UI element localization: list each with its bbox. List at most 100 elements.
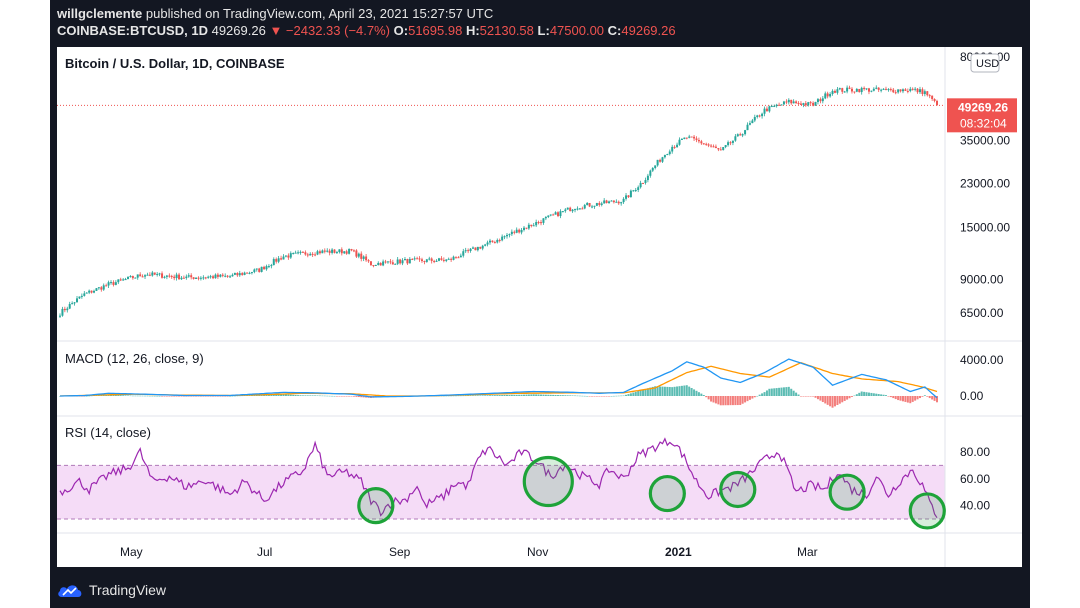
- macd-hist-bar: [620, 395, 623, 397]
- candle-body: [918, 89, 921, 93]
- candle-body: [593, 205, 596, 207]
- candle-body: [107, 282, 110, 286]
- candle-body: [131, 276, 134, 279]
- candle-body: [185, 276, 188, 279]
- open-value: 51695.98: [408, 23, 463, 38]
- candle-body: [168, 275, 171, 277]
- macd-hist-bar: [270, 394, 273, 396]
- candle-body: [464, 250, 467, 252]
- macd-hist-bar: [161, 396, 164, 397]
- macd-hist-bar: [523, 394, 526, 396]
- candle-body: [144, 275, 147, 277]
- candle-body: [933, 99, 936, 101]
- macd-hist-bar: [804, 396, 807, 397]
- price-tick-label: 15000.00: [960, 220, 1010, 234]
- macd-hist-bar: [680, 385, 683, 396]
- candle-body: [695, 138, 698, 140]
- candle-body: [756, 115, 759, 117]
- candle-body: [775, 104, 778, 107]
- macd-hist-bar: [301, 395, 304, 396]
- chart-area[interactable]: Bitcoin / U.S. Dollar, 1D, COINBASE MACD …: [57, 47, 1022, 567]
- candle-body: [348, 249, 351, 254]
- candle-body: [277, 258, 280, 262]
- candle-body: [197, 277, 200, 279]
- candle-body: [515, 229, 518, 233]
- macd-hist-bar: [926, 396, 929, 397]
- candle-body: [787, 99, 790, 103]
- macd-hist-bar: [612, 395, 615, 397]
- candle-body: [603, 200, 606, 204]
- macd-hist-bar: [467, 395, 470, 397]
- macd-hist-bar: [617, 395, 620, 397]
- candle-body: [61, 308, 64, 316]
- candle-body: [882, 88, 885, 90]
- macd-hist-bar: [340, 396, 343, 397]
- candle-body: [697, 139, 700, 142]
- candle-body: [377, 262, 380, 265]
- indicator-lines: [59, 358, 938, 519]
- macd-hist-bar: [457, 395, 460, 397]
- candle-body: [838, 88, 841, 90]
- candle-body: [865, 88, 868, 90]
- macd-hist-bar: [496, 395, 499, 396]
- candle-body: [316, 251, 319, 255]
- macd-hist-bar: [865, 392, 868, 396]
- macd-hist-bar: [355, 396, 358, 397]
- candle-body: [335, 252, 338, 254]
- macd-hist-bar: [814, 396, 817, 398]
- candle-body: [625, 195, 628, 199]
- candle-body: [202, 277, 205, 279]
- candle-body: [911, 88, 914, 90]
- candle-body: [690, 136, 693, 138]
- chart-svg[interactable]: Bitcoin / U.S. Dollar, 1D, COINBASE MACD …: [57, 47, 1022, 567]
- rsi-band: [57, 464, 945, 520]
- candle-body: [367, 260, 370, 262]
- rsi-pane-title: RSI (14, close): [65, 425, 151, 440]
- candle-body: [802, 103, 805, 105]
- macd-hist-bar: [348, 396, 351, 397]
- candle-body: [282, 256, 285, 260]
- macd-hist-bar: [272, 394, 275, 396]
- candle-body: [491, 240, 494, 243]
- macd-hist-bar: [821, 396, 824, 403]
- candle-body: [778, 104, 781, 106]
- candle-body: [916, 88, 919, 93]
- macd-hist-bar: [447, 395, 450, 397]
- candle-body: [659, 159, 662, 162]
- candle-body: [710, 145, 713, 147]
- macd-hist-bar: [204, 396, 207, 397]
- candle-body: [275, 259, 278, 262]
- macd-hist-bar: [277, 394, 280, 396]
- macd-hist-bar: [583, 395, 586, 397]
- macd-hist-bar: [712, 396, 715, 403]
- candle-body: [518, 229, 521, 233]
- candle-body: [591, 206, 594, 208]
- macd-hist-bar: [693, 389, 696, 396]
- candle-body: [350, 249, 353, 251]
- candle-body: [557, 212, 560, 217]
- candle-body: [736, 134, 739, 137]
- macd-tick-label: 0.00: [960, 389, 984, 403]
- candle-body: [887, 89, 890, 91]
- macd-hist-bar: [734, 396, 737, 406]
- candle-body: [258, 268, 261, 272]
- tradingview-cloud-icon: [58, 585, 82, 597]
- footer: TradingView: [57, 578, 166, 602]
- macd-hist-bar: [831, 396, 834, 408]
- candle-body: [559, 211, 562, 217]
- macd-hist-bar: [493, 395, 496, 396]
- macd-hist-bar: [202, 396, 205, 397]
- candle-body: [860, 87, 863, 93]
- candle-body: [391, 262, 394, 265]
- macd-hist-bar: [661, 386, 664, 396]
- candle-body: [523, 227, 526, 230]
- candle-body: [688, 136, 691, 138]
- macd-hist-bar: [207, 396, 210, 397]
- author[interactable]: willgclemente: [57, 6, 143, 21]
- macd-hist-bar: [178, 396, 181, 397]
- candle-body: [452, 256, 455, 260]
- candle-body: [804, 103, 807, 106]
- candle-body: [530, 224, 533, 227]
- candle-body: [816, 99, 819, 102]
- macd-hist-bar: [812, 396, 815, 397]
